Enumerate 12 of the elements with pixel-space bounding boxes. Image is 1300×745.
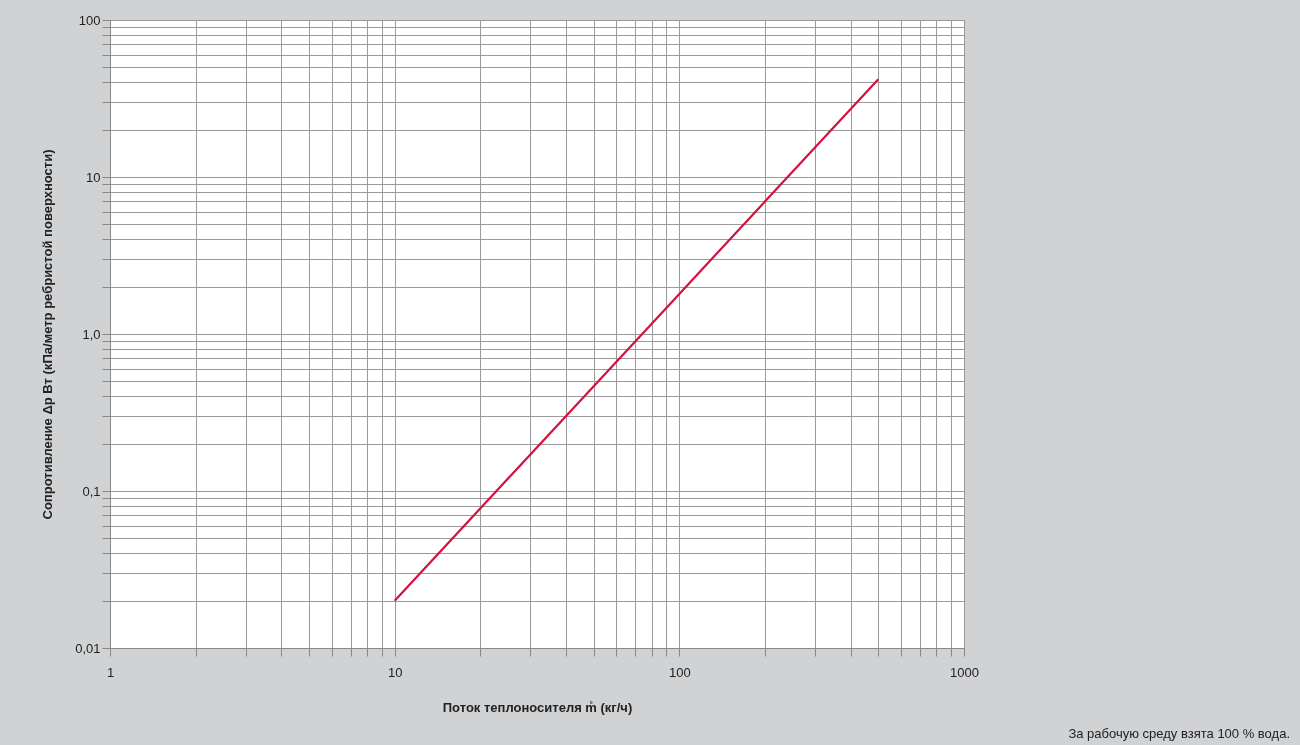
text: За рабочую среду взята 100 % вода.: [1068, 726, 1290, 741]
y-axis-title: Сопротивление Δp Вт (кПа/метр ребристой поверхности): [40, 149, 56, 520]
x-tick-label: 1000: [950, 664, 979, 680]
x-tick-label: 10: [387, 664, 403, 680]
x-tick-label: 100: [668, 664, 691, 680]
y-tick-label: 0,1: [82, 483, 101, 499]
x-axis-title: Поток теплоносителя m̊ (кг/ч): [442, 699, 633, 715]
x-tick-label: 1: [106, 664, 115, 680]
y-tick-label: 0,01: [75, 640, 101, 656]
y-tick-label: 1,0: [82, 326, 101, 342]
y-tick-label: 10: [86, 169, 101, 185]
y-tick-label: 100: [78, 12, 101, 28]
